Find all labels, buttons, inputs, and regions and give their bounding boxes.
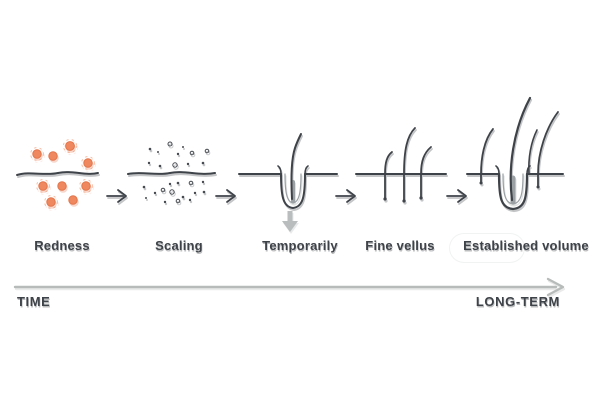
highlight-cloud	[450, 234, 524, 262]
timeline-end-label: LONG-TERM	[475, 294, 560, 309]
stage-label-redness: Redness	[34, 238, 90, 253]
stage-label-fine-vellus: Fine vellus	[365, 238, 435, 253]
timeline-start-label: TIME	[17, 294, 51, 309]
artwork-main-layer	[15, 98, 563, 295]
stage-label-temporarily: Temporarily	[262, 238, 338, 253]
stage-label-established-volume: Established volume	[463, 238, 589, 253]
stage-label-scaling: Scaling	[155, 238, 203, 253]
artwork-ghost-layer	[16, 100, 564, 297]
